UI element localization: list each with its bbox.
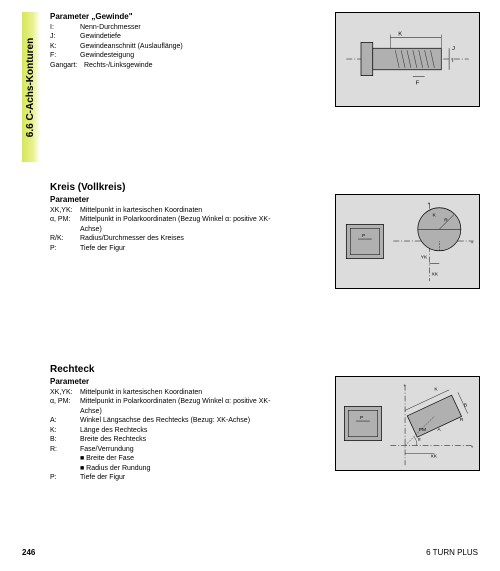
param-val: Nenn-Durchmesser bbox=[80, 23, 280, 32]
param-row: α, PM:Mittelpunkt in Polarkoordinaten (B… bbox=[50, 215, 280, 234]
param-key: A: bbox=[50, 416, 80, 425]
param-val: Mittelpunkt in kartesischen Koordinaten bbox=[80, 206, 280, 215]
label-xk: XK bbox=[431, 453, 438, 459]
param-val: Breite des Rechtecks bbox=[80, 435, 280, 444]
section-title: Kreis (Vollkreis) bbox=[50, 182, 280, 193]
label-f: F bbox=[416, 80, 420, 86]
param-row: A:Winkel Längsachse des Rechtecks (Bezug… bbox=[50, 416, 280, 425]
param-row: R/K:Radius/Durchmesser des Kreises bbox=[50, 234, 280, 243]
param-row: Gangart:Rechts-/Linksgewinde bbox=[50, 61, 280, 70]
label-xk: XK bbox=[431, 271, 438, 277]
param-val: Fase/Verrundung ■ Breite der Fase ■ Radi… bbox=[80, 445, 280, 473]
param-val: Winkel Längsachse des Rechtecks (Bezug: … bbox=[80, 416, 280, 425]
param-row: XK,YK:Mittelpunkt in kartesischen Koordi… bbox=[50, 206, 280, 215]
param-val: Gewindesteigung bbox=[80, 51, 280, 60]
param-val: Gewindetiefe bbox=[80, 32, 280, 41]
circle-diagram: P + + R K YK XK bbox=[335, 194, 480, 289]
param-row: B:Breite des Rechtecks bbox=[50, 435, 280, 444]
param-val: Rechts-/Linksgewinde bbox=[84, 61, 280, 70]
section-thread: Parameter „Gewinde" I:Nenn-Durchmesser J… bbox=[50, 12, 480, 132]
param-key: R/K: bbox=[50, 234, 80, 243]
param-key: XK,YK: bbox=[50, 388, 80, 397]
param-key: B: bbox=[50, 435, 80, 444]
svg-text:+: + bbox=[403, 384, 406, 389]
page-number: 246 bbox=[22, 548, 35, 557]
section-title: Parameter „Gewinde" bbox=[50, 12, 280, 21]
section-tab: 6.6 C-Achs-Konturen bbox=[22, 12, 40, 162]
label-alpha: α bbox=[418, 438, 421, 443]
label-k: K bbox=[434, 387, 438, 393]
svg-text:+: + bbox=[471, 445, 474, 450]
param-val: Mittelpunkt in Polarkoordinaten (Bezug W… bbox=[80, 397, 280, 416]
param-key: I: bbox=[50, 23, 80, 32]
param-row: α, PM:Mittelpunkt in Polarkoordinaten (B… bbox=[50, 397, 280, 416]
label-yk: YK bbox=[421, 255, 428, 261]
param-key: K: bbox=[50, 426, 80, 435]
param-key: J: bbox=[50, 32, 80, 41]
section-tab-label: 6.6 C-Achs-Konturen bbox=[26, 37, 37, 136]
label-a: A bbox=[437, 427, 441, 433]
param-row: F:Gewindesteigung bbox=[50, 51, 280, 60]
param-val: Mittelpunkt in kartesischen Koordinaten bbox=[80, 388, 280, 397]
section-circle: Kreis (Vollkreis) Parameter XK,YK:Mittel… bbox=[50, 182, 480, 332]
param-row: K:Gewindeanschnitt (Auslauflänge) bbox=[50, 42, 280, 51]
param-row: R:Fase/Verrundung ■ Breite der Fase ■ Ra… bbox=[50, 445, 280, 473]
param-val: Länge des Rechtecks bbox=[80, 426, 280, 435]
param-row: K:Länge des Rechtecks bbox=[50, 426, 280, 435]
label-k: K bbox=[398, 32, 402, 38]
param-key: F: bbox=[50, 51, 80, 60]
param-val: Mittelpunkt in Polarkoordinaten (Bezug W… bbox=[80, 215, 280, 234]
param-key: α, PM: bbox=[50, 215, 80, 234]
param-row: I:Nenn-Durchmesser bbox=[50, 23, 280, 32]
param-val: Gewindeanschnitt (Auslauflänge) bbox=[80, 42, 280, 51]
section-title: Rechteck bbox=[50, 364, 280, 375]
label-p: P bbox=[362, 233, 365, 239]
label-j: J bbox=[452, 46, 455, 52]
section-subtitle: Parameter bbox=[50, 377, 280, 386]
param-val: Radius/Durchmesser des Kreises bbox=[80, 234, 280, 243]
section-subtitle: Parameter bbox=[50, 195, 280, 204]
svg-text:+: + bbox=[471, 241, 474, 246]
param-key: α, PM: bbox=[50, 397, 80, 416]
param-val: Tiefe der Figur bbox=[80, 473, 280, 482]
param-row: XK,YK:Mittelpunkt in kartesischen Koordi… bbox=[50, 388, 280, 397]
param-key: R: bbox=[50, 445, 80, 473]
rectangle-diagram: P + + K B R α A PM XK bbox=[335, 376, 480, 471]
param-key: Gangart: bbox=[50, 61, 84, 70]
page-footer: 246 6 TURN PLUS bbox=[22, 548, 478, 557]
label-r: R bbox=[460, 417, 464, 423]
label-pm: PM bbox=[419, 427, 426, 433]
param-key: P: bbox=[50, 244, 80, 253]
param-row: P:Tiefe der Figur bbox=[50, 244, 280, 253]
label-i: I bbox=[452, 58, 454, 64]
chapter-label: 6 TURN PLUS bbox=[426, 548, 478, 557]
svg-text:+: + bbox=[428, 202, 431, 207]
label-p: P bbox=[360, 415, 363, 421]
thread-diagram: K J I F bbox=[335, 12, 480, 107]
param-val: Tiefe der Figur bbox=[80, 244, 280, 253]
label-b: B bbox=[464, 402, 467, 408]
page-content: Parameter „Gewinde" I:Nenn-Durchmesser J… bbox=[50, 12, 480, 556]
param-key: P: bbox=[50, 473, 80, 482]
param-row: J:Gewindetiefe bbox=[50, 32, 280, 41]
label-r: R bbox=[444, 217, 448, 223]
param-row: P:Tiefe der Figur bbox=[50, 473, 280, 482]
section-rectangle: Rechteck Parameter XK,YK:Mittelpunkt in … bbox=[50, 364, 480, 524]
param-key: K: bbox=[50, 42, 80, 51]
param-key: XK,YK: bbox=[50, 206, 80, 215]
